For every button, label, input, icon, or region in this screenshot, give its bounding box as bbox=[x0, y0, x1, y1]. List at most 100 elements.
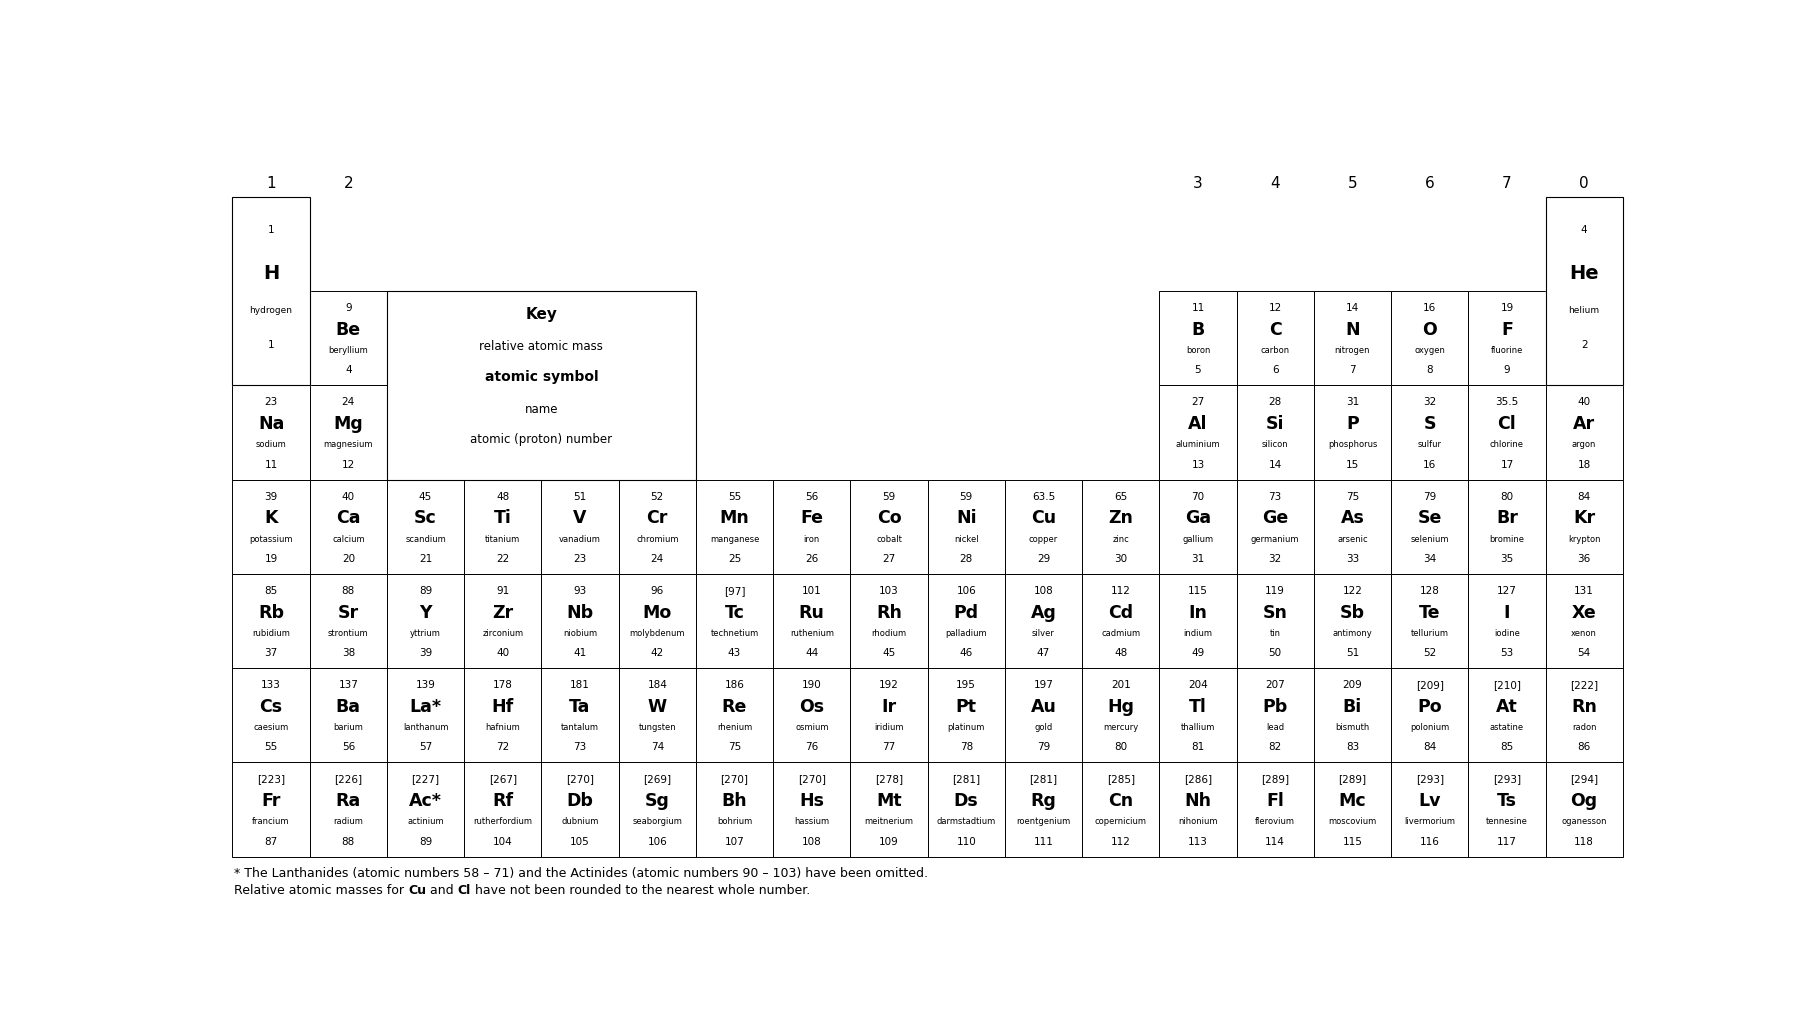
Text: moscovium: moscovium bbox=[1329, 816, 1377, 825]
Text: 21: 21 bbox=[418, 553, 433, 564]
Text: 48: 48 bbox=[1115, 647, 1128, 657]
Text: 59: 59 bbox=[883, 491, 896, 501]
Text: Tl: Tl bbox=[1189, 697, 1207, 715]
Text: 24: 24 bbox=[650, 553, 664, 564]
Bar bbox=[232, 198, 310, 386]
Text: 1: 1 bbox=[268, 209, 275, 219]
Bar bbox=[851, 668, 927, 763]
Text: Na: Na bbox=[257, 415, 284, 433]
Text: Al: Al bbox=[1187, 415, 1207, 433]
Text: rhodium: rhodium bbox=[871, 629, 907, 637]
Bar bbox=[310, 480, 387, 575]
Text: ruthenium: ruthenium bbox=[789, 629, 834, 637]
Text: 24: 24 bbox=[342, 397, 355, 407]
Text: relative atomic mass: relative atomic mass bbox=[480, 340, 603, 353]
Text: 79: 79 bbox=[1423, 491, 1437, 501]
Text: 18: 18 bbox=[1578, 460, 1591, 469]
Text: 3: 3 bbox=[1193, 175, 1204, 191]
Text: caesium: caesium bbox=[253, 722, 290, 732]
Text: zinc: zinc bbox=[1113, 534, 1129, 543]
Text: Bh: Bh bbox=[722, 792, 748, 809]
Bar bbox=[851, 575, 927, 668]
Text: 85: 85 bbox=[1500, 742, 1513, 752]
Text: 19: 19 bbox=[1500, 303, 1513, 313]
Bar bbox=[232, 198, 310, 386]
Text: xenon: xenon bbox=[1571, 629, 1596, 637]
Text: Cu: Cu bbox=[407, 883, 425, 897]
Text: name: name bbox=[525, 403, 557, 415]
Text: 96: 96 bbox=[650, 585, 664, 595]
Text: osmium: osmium bbox=[795, 722, 829, 732]
Text: [269]: [269] bbox=[643, 773, 672, 784]
Text: tennesine: tennesine bbox=[1486, 816, 1528, 825]
Text: 181: 181 bbox=[570, 680, 590, 690]
Bar bbox=[1468, 291, 1546, 386]
Bar bbox=[619, 763, 695, 857]
Text: 117: 117 bbox=[1497, 836, 1517, 846]
Text: lithium: lithium bbox=[257, 345, 286, 355]
Text: 38: 38 bbox=[342, 647, 355, 657]
Bar bbox=[1468, 480, 1546, 575]
Text: oxygen: oxygen bbox=[1414, 345, 1444, 355]
Text: 93: 93 bbox=[574, 585, 586, 595]
Text: [209]: [209] bbox=[1415, 680, 1444, 690]
Text: Lv: Lv bbox=[1419, 792, 1441, 809]
Text: calcium: calcium bbox=[331, 534, 364, 543]
Bar bbox=[1392, 763, 1468, 857]
Text: rhenium: rhenium bbox=[717, 722, 753, 732]
Text: Br: Br bbox=[1497, 508, 1519, 527]
Text: 76: 76 bbox=[805, 742, 818, 752]
Bar bbox=[541, 668, 619, 763]
Text: phosphorus: phosphorus bbox=[1329, 440, 1377, 449]
Text: seaborgium: seaborgium bbox=[632, 816, 682, 825]
Text: [270]: [270] bbox=[720, 773, 749, 784]
Text: 184: 184 bbox=[648, 680, 668, 690]
Text: 192: 192 bbox=[880, 680, 900, 690]
Text: 82: 82 bbox=[1269, 742, 1281, 752]
Text: Ru: Ru bbox=[798, 603, 825, 621]
Text: astatine: astatine bbox=[1490, 722, 1524, 732]
Text: 137: 137 bbox=[338, 680, 358, 690]
Text: 103: 103 bbox=[880, 585, 900, 595]
Text: 56: 56 bbox=[805, 491, 818, 501]
Text: Hg: Hg bbox=[1108, 697, 1135, 715]
Bar bbox=[1392, 668, 1468, 763]
Text: 40: 40 bbox=[496, 647, 509, 657]
Text: 31: 31 bbox=[1191, 553, 1205, 564]
Bar bbox=[619, 668, 695, 763]
Text: V: V bbox=[574, 508, 586, 527]
Text: [210]: [210] bbox=[1493, 680, 1520, 690]
Text: 12: 12 bbox=[1269, 303, 1281, 313]
Text: thallium: thallium bbox=[1180, 722, 1215, 732]
Bar bbox=[463, 575, 541, 668]
Bar bbox=[927, 763, 1005, 857]
Text: Ac*: Ac* bbox=[409, 792, 442, 809]
Text: 127: 127 bbox=[1497, 585, 1517, 595]
Text: Cn: Cn bbox=[1108, 792, 1133, 809]
Text: F: F bbox=[1500, 321, 1513, 338]
Text: 5: 5 bbox=[1195, 365, 1202, 375]
Text: 77: 77 bbox=[883, 742, 896, 752]
Bar bbox=[310, 668, 387, 763]
Text: lanthanum: lanthanum bbox=[404, 722, 449, 732]
Text: Mo: Mo bbox=[643, 603, 672, 621]
Text: [267]: [267] bbox=[489, 773, 518, 784]
Text: 14: 14 bbox=[1269, 460, 1281, 469]
Text: fluorine: fluorine bbox=[1491, 345, 1524, 355]
Text: 37: 37 bbox=[264, 647, 277, 657]
Bar bbox=[1546, 291, 1624, 386]
Text: 7: 7 bbox=[268, 303, 275, 313]
Text: 116: 116 bbox=[1419, 836, 1439, 846]
Text: 3: 3 bbox=[268, 365, 275, 375]
Text: 32: 32 bbox=[1269, 553, 1281, 564]
Text: Cl: Cl bbox=[458, 883, 471, 897]
Text: Cs: Cs bbox=[259, 697, 282, 715]
Text: 1: 1 bbox=[268, 225, 275, 234]
Text: At: At bbox=[1497, 697, 1519, 715]
Text: silicon: silicon bbox=[1262, 440, 1289, 449]
Text: [294]: [294] bbox=[1569, 773, 1598, 784]
Text: carbon: carbon bbox=[1260, 345, 1291, 355]
Text: nihonium: nihonium bbox=[1178, 816, 1218, 825]
Bar bbox=[619, 480, 695, 575]
Text: Fe: Fe bbox=[800, 508, 824, 527]
